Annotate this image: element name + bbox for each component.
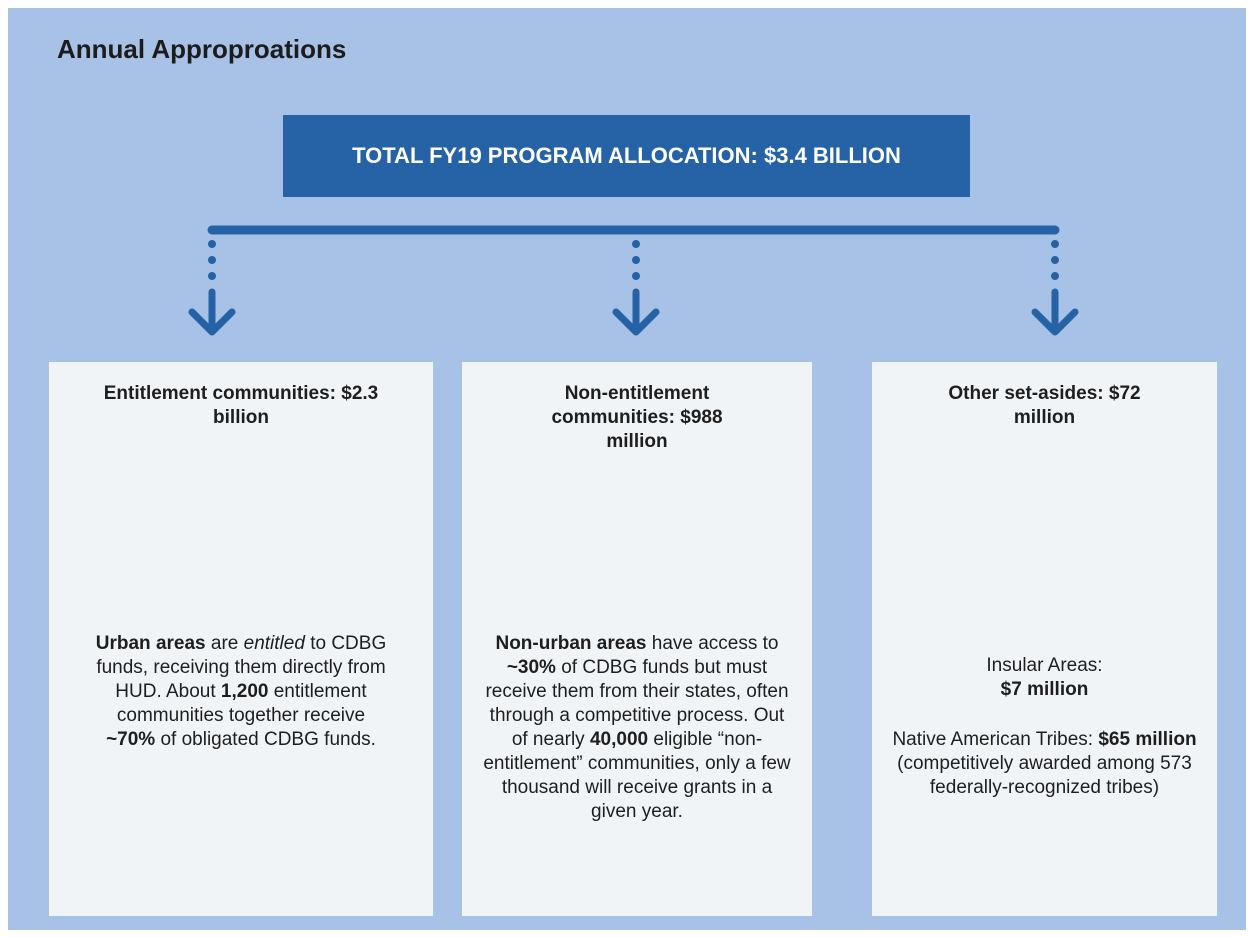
panel-body: Urban areas are entitled to CDBG funds, …: [91, 632, 391, 752]
text: entitled: [243, 633, 305, 654]
text: $7 million: [1000, 679, 1089, 700]
text: 40,000: [589, 729, 649, 750]
text: eligible “non-entitlement” communities, …: [483, 729, 791, 822]
panel: Entitlement communities: $2.3 billion Ur…: [49, 362, 433, 916]
text: $65 million: [1098, 729, 1197, 750]
total-box: TOTAL FY19 PROGRAM ALLOCATION: $3.4 BILL…: [283, 115, 970, 197]
tribes: Native American Tribes: $65 million (com…: [890, 728, 1200, 800]
text: have access to: [646, 633, 779, 654]
text: of obligated CDBG funds.: [155, 729, 376, 750]
panel-body: Non-urban areas have access to ~30% of C…: [482, 632, 792, 824]
text: Non-urban areas: [495, 633, 647, 654]
panel: Other set-asides: $72 million Insular Ar…: [872, 362, 1217, 916]
text: (competitively awarded among 573 federal…: [897, 753, 1192, 798]
panel: Non-entitlement communities: $988 millio…: [462, 362, 812, 916]
panel-heading: Entitlement communities: $2.3 billion: [103, 383, 379, 428]
text: to CDBG funds, receiving them directly f…: [96, 633, 387, 702]
text: Urban areas: [95, 633, 206, 654]
panel-heading: Other set-asides: $72 million: [948, 383, 1141, 428]
text: are: [205, 633, 244, 654]
panel-heading: Non-entitlement communities: $988 millio…: [551, 383, 723, 452]
text: ~70%: [106, 729, 156, 750]
text: of CDBG funds but must receive them from…: [485, 657, 789, 750]
text: Native American Tribes:: [892, 729, 1099, 750]
title: Annual Approproations: [57, 34, 347, 64]
text: Insular Areas:: [986, 655, 1103, 676]
text: 1,200: [220, 681, 269, 702]
text: ~30%: [506, 657, 556, 678]
text: entitlement communities together receive: [116, 681, 367, 726]
insular: Insular Areas: $7 million: [895, 654, 1195, 702]
